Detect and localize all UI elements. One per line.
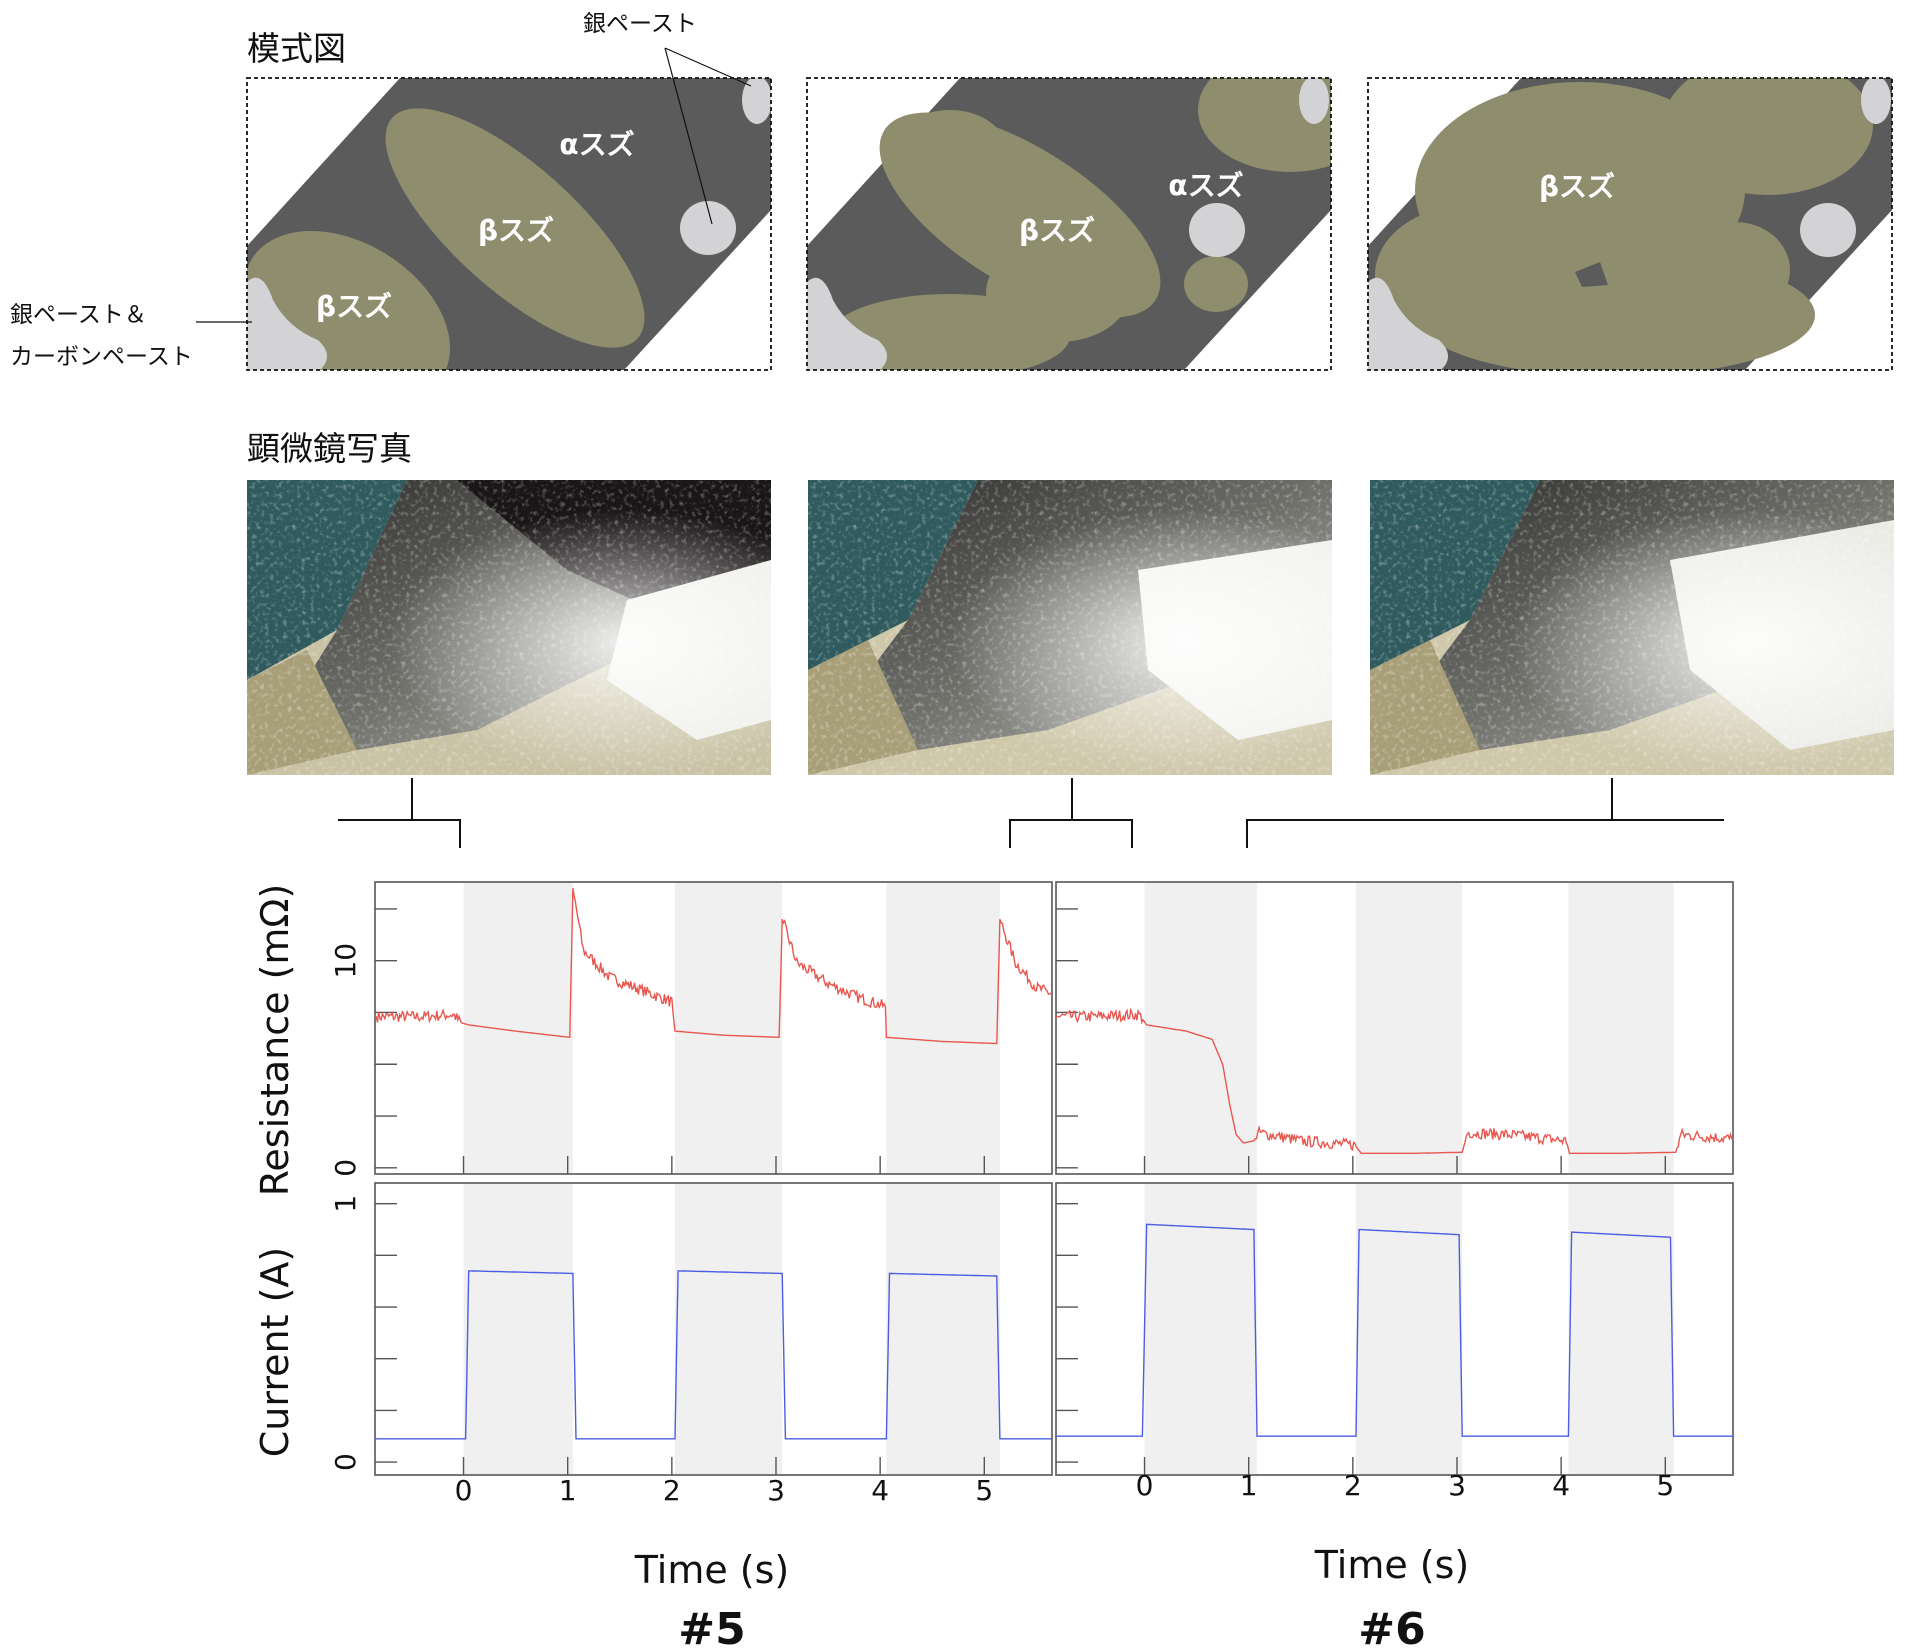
y-tick-label: 0 [329,1159,362,1177]
x-tick-label: 1 [559,1474,577,1507]
current-on-shading [886,1183,1000,1475]
callout-line [664,47,713,225]
current-on-shading [463,882,573,1174]
callout-line [664,47,752,87]
bracket-micrograph-2 [1009,778,1133,848]
silver-carbon-paste [1368,277,1449,370]
current-on-shading [1355,882,1463,1174]
micrograph-3 [1370,480,1894,775]
current-on-shading [1568,1183,1674,1475]
time-axis-title-sample5: Time (s) [634,1548,790,1592]
micrograph-1 [247,480,771,775]
plot-frame [1055,881,1734,1175]
phase-label-alpha-tin: αスズ [1168,169,1243,202]
current-on-shading [1568,882,1674,1174]
beta-tin-region [385,108,645,348]
panel-border [1367,77,1893,371]
callout-silver-carbon-line1: 銀ペースト＆ [10,302,147,328]
x-tick-label: 3 [767,1474,785,1507]
current-on-shading [886,882,1000,1174]
resistance-axis-title: Resistance (mΩ) [253,884,297,1197]
phase-label-beta-tin: βスズ [478,214,554,247]
beta-tin-region [895,110,1005,186]
schematic-panel-3: βスズ [1367,77,1893,371]
current-series-line [375,1270,1052,1440]
x-tick-label: 4 [1552,1469,1570,1502]
beta-tin-region [1680,222,1790,318]
current-series-line [1056,1223,1733,1437]
beta-tin-region [1663,78,1873,195]
micrograph-section-title: 顕微鏡写真 [247,429,412,468]
bracket-micrograph-3 [1246,778,1724,848]
plot-frame [374,1182,1053,1476]
panel-border [806,77,1332,371]
current-panel [1055,1182,1734,1476]
panel-border [246,77,772,371]
x-tick-label: 1 [1240,1469,1258,1502]
phase-label-alpha-tin: αスズ [559,128,634,161]
x-tick-label: 4 [871,1474,889,1507]
silver-paste-dot [1800,203,1856,257]
phase-label-beta-tin: βスズ [1539,170,1615,203]
micrograph-2 [808,480,1332,775]
sample-label-5: #5 [678,1604,745,1650]
silver-paste-dot [1861,78,1891,124]
silver-paste-dot [1189,203,1245,257]
schematic-section-title: 模式図 [247,29,346,68]
current-on-shading [674,882,783,1174]
x-tick-label: 2 [663,1474,681,1507]
phase-label-beta-tin: βスズ [1019,214,1095,247]
alpha-tin-region [1575,262,1608,287]
silver-carbon-paste [807,277,888,370]
sample-label-6: #6 [1358,1604,1425,1650]
y-tick-label: 1 [329,1195,362,1213]
phase-label-beta-tin: βスズ [316,290,392,323]
beta-tin-region [1184,256,1248,312]
silver-paste-dot [742,78,771,124]
plot-frame [374,881,1053,1175]
current-axis-title: Current (A) [253,1247,297,1457]
beta-tin-region [1198,78,1331,172]
x-tick-label: 0 [1136,1469,1154,1502]
resistance-panel [1055,881,1734,1175]
y-tick-label: 0 [329,1453,362,1471]
callout-silver-paste: 銀ペースト [583,11,697,37]
silver-paste-dot [680,201,736,255]
silver-carbon-paste [247,277,328,370]
beta-tin-region [1375,205,1565,345]
current-panel: 01 [329,1182,1053,1476]
time-axis-title-sample6: Time (s) [1314,1543,1470,1587]
bracket-micrograph-1 [338,778,461,848]
current-on-shading [1355,1183,1463,1475]
silver-paste-dot [1299,78,1329,124]
plot-frame [1055,1182,1734,1476]
x-tick-label: 0 [455,1474,473,1507]
beta-tin-region [830,294,1070,370]
resistance-series-line [375,888,1053,1045]
x-tick-label: 5 [1656,1469,1674,1502]
current-on-shading [674,1183,783,1475]
x-tick-label: 2 [1344,1469,1362,1502]
callout-silver-carbon-line2: カーボンペースト [10,344,193,370]
current-on-shading [1144,1183,1258,1475]
resistance-series-line [1056,1007,1734,1154]
x-tick-label: 5 [975,1474,993,1507]
time-window-brackets [338,778,1724,848]
schematic-panel-1: αスズ βスズ βスズ [246,77,772,371]
x-tick-label: 3 [1448,1469,1466,1502]
current-on-shading [463,1183,573,1475]
resistance-panel: 0 10 [329,881,1053,1177]
current-on-shading [1144,882,1258,1174]
schematic-panel-2: αスズ βスズ [806,77,1332,371]
y-tick-label: 10 [329,943,362,979]
